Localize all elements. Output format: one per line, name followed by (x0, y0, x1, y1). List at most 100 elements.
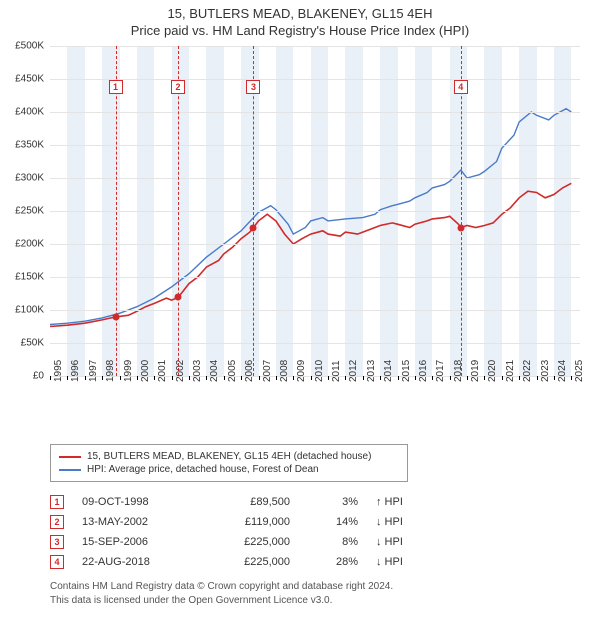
x-tick (120, 376, 121, 380)
y-axis-label: £150K (15, 272, 44, 283)
x-tick (293, 376, 294, 380)
sale-date: 09-OCT-1998 (82, 496, 192, 508)
sale-marker-badge: 4 (454, 80, 468, 94)
y-axis-label: £450K (15, 74, 44, 85)
gridline (50, 178, 580, 179)
sale-pct: 3% (308, 496, 358, 508)
x-axis-label: 2020 (487, 360, 498, 382)
sale-direction: ↑ HPI (376, 496, 426, 508)
y-axis-label: £100K (15, 305, 44, 316)
x-tick (206, 376, 207, 380)
x-axis-label: 2021 (505, 360, 516, 382)
x-tick (554, 376, 555, 380)
x-tick (450, 376, 451, 380)
sale-marker-dot (457, 224, 464, 231)
x-axis-label: 2005 (227, 360, 238, 382)
sale-price: £225,000 (210, 536, 290, 548)
footer-text: Contains HM Land Registry data © Crown c… (50, 580, 600, 607)
x-axis-label: 2006 (244, 360, 255, 382)
x-axis-label: 2002 (175, 360, 186, 382)
x-axis-label: 1996 (70, 360, 81, 382)
sale-index-badge: 2 (50, 515, 64, 529)
x-tick (380, 376, 381, 380)
x-axis-label: 2016 (418, 360, 429, 382)
x-tick (259, 376, 260, 380)
x-tick (154, 376, 155, 380)
sale-price: £225,000 (210, 556, 290, 568)
x-axis-label: 2019 (470, 360, 481, 382)
x-axis-label: 2018 (453, 360, 464, 382)
x-tick (571, 376, 572, 380)
y-axis-label: £250K (15, 206, 44, 217)
sales-row: 315-SEP-2006£225,0008%↓ HPI (50, 532, 600, 552)
gridline (50, 211, 580, 212)
sale-date: 15-SEP-2006 (82, 536, 192, 548)
x-axis-label: 2000 (140, 360, 151, 382)
x-axis-label: 2017 (435, 360, 446, 382)
y-axis-label: £0 (33, 371, 44, 382)
x-tick (189, 376, 190, 380)
x-axis-label: 2007 (262, 360, 273, 382)
x-axis-label: 1999 (123, 360, 134, 382)
sale-marker-line (461, 46, 462, 376)
sale-marker-dot (250, 224, 257, 231)
x-axis-label: 2009 (296, 360, 307, 382)
x-axis-label: 2015 (401, 360, 412, 382)
x-tick (398, 376, 399, 380)
gridline (50, 79, 580, 80)
x-axis-label: 2010 (314, 360, 325, 382)
gridline (50, 310, 580, 311)
x-tick (102, 376, 103, 380)
x-axis-label: 2024 (557, 360, 568, 382)
x-tick (345, 376, 346, 380)
x-tick (328, 376, 329, 380)
legend-item: 15, BUTLERS MEAD, BLAKENEY, GL15 4EH (de… (59, 450, 399, 463)
page-title: 15, BUTLERS MEAD, BLAKENEY, GL15 4EH (0, 6, 600, 21)
series-line-hpi (50, 109, 571, 325)
y-axis-label: £400K (15, 107, 44, 118)
sales-row: 422-AUG-2018£225,00028%↓ HPI (50, 552, 600, 572)
x-axis-label: 2022 (522, 360, 533, 382)
x-tick (484, 376, 485, 380)
x-tick (537, 376, 538, 380)
sale-pct: 14% (308, 516, 358, 528)
series-line-property (50, 183, 571, 326)
x-axis-label: 2013 (366, 360, 377, 382)
sale-date: 22-AUG-2018 (82, 556, 192, 568)
x-axis-label: 2023 (540, 360, 551, 382)
x-axis-label: 2008 (279, 360, 290, 382)
sale-marker-line (116, 46, 117, 376)
x-tick (519, 376, 520, 380)
sale-pct: 8% (308, 536, 358, 548)
legend-swatch (59, 456, 81, 458)
x-axis-label: 2004 (209, 360, 220, 382)
x-tick (50, 376, 51, 380)
x-tick (502, 376, 503, 380)
x-axis-label: 2014 (383, 360, 394, 382)
x-axis-label: 2025 (574, 360, 585, 382)
gridline (50, 145, 580, 146)
x-tick (415, 376, 416, 380)
legend-item: HPI: Average price, detached house, Fore… (59, 463, 399, 476)
x-tick (241, 376, 242, 380)
x-axis-label: 2012 (348, 360, 359, 382)
x-axis-label: 2011 (331, 360, 342, 382)
sale-date: 13-MAY-2002 (82, 516, 192, 528)
x-tick (67, 376, 68, 380)
x-tick (276, 376, 277, 380)
x-tick (224, 376, 225, 380)
x-tick (172, 376, 173, 380)
sales-row: 213-MAY-2002£119,00014%↓ HPI (50, 512, 600, 532)
gridline (50, 112, 580, 113)
gridline (50, 343, 580, 344)
sale-index-badge: 1 (50, 495, 64, 509)
chart: £0£50K£100K£150K£200K£250K£300K£350K£400… (50, 46, 580, 396)
sale-direction: ↓ HPI (376, 516, 426, 528)
x-axis-label: 1997 (88, 360, 99, 382)
x-tick (432, 376, 433, 380)
gridline (50, 46, 580, 47)
y-axis-label: £50K (21, 338, 44, 349)
sale-marker-badge: 1 (109, 80, 123, 94)
page-subtitle: Price paid vs. HM Land Registry's House … (0, 23, 600, 38)
sale-marker-dot (112, 313, 119, 320)
